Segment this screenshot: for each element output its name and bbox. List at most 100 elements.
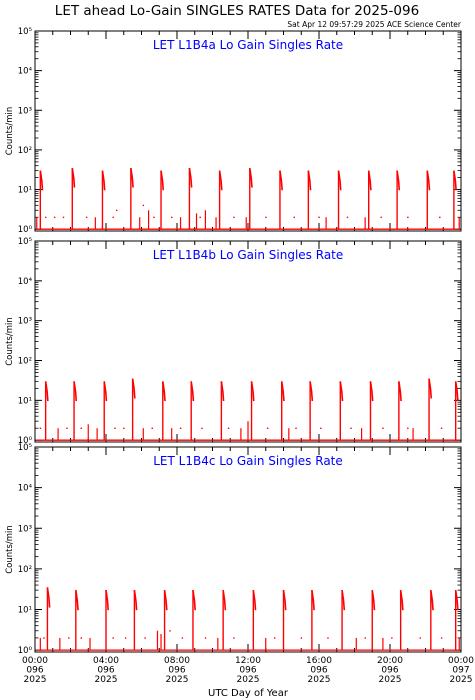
burst-decay (163, 590, 168, 611)
x-tick-label: 20:00 (377, 656, 403, 666)
scatter-point (112, 216, 114, 219)
burst-decay (453, 170, 457, 191)
scatter-point (419, 637, 421, 639)
burst-decay (426, 170, 431, 191)
burst-decay (162, 381, 166, 402)
burst-decay (369, 381, 374, 402)
y-tick-label: 10⁰ (18, 646, 33, 656)
y-tick-label: 10⁴ (18, 484, 33, 494)
x-tick-label: 096 (310, 666, 327, 676)
x-tick-label: 2025 (237, 675, 260, 685)
burst-decay (282, 590, 287, 611)
y-tick-label: 10⁰ (18, 436, 33, 446)
burst-decay (103, 381, 108, 402)
burst-decay (218, 170, 223, 191)
panel-title: LET L1B4a Lo Gain Singles Rate (153, 38, 343, 52)
data-series (36, 587, 460, 651)
chart-panels: 10⁰ 10¹ 10² 10³ 10⁴ 10⁵ Counts/min LET L1B4a Lo… (5, 27, 462, 656)
burst-decay (105, 590, 109, 611)
scatter-point (112, 637, 114, 639)
y-tick-label: 10³ (18, 106, 32, 116)
burst-decay (280, 381, 285, 402)
burst-decay (309, 381, 314, 402)
y-tick-label: 10⁵ (18, 237, 32, 247)
burst-decay (101, 170, 106, 191)
x-tick-label: 2025 (166, 675, 189, 685)
burst-decay (399, 590, 404, 611)
scatter-point (62, 216, 65, 219)
scatter-point (199, 216, 201, 219)
y-tick-label: 10¹ (18, 186, 32, 196)
x-tick-label: 096 (97, 666, 114, 676)
panel-title: LET L1B4c Lo Gain Singles Rate (153, 454, 343, 468)
burst-decay (279, 170, 283, 191)
scatter-point (142, 204, 145, 207)
scatter-point (201, 427, 203, 429)
scatter-point (440, 427, 443, 429)
scatter-point (45, 216, 47, 219)
scatter-point (440, 637, 443, 639)
scatter-point (85, 216, 88, 219)
x-tick-label: 096 (381, 666, 398, 676)
burst-decay (337, 170, 342, 191)
scatter-point (144, 637, 146, 639)
generation-timestamp: Sat Apr 12 09:57:29 2025 ACE Science Cen… (287, 20, 461, 29)
burst-decay (311, 590, 315, 611)
y-tick-label: 10¹ (18, 396, 32, 406)
panel-title: LET L1B4b Lo Gain Singles Rate (153, 248, 344, 262)
y-tick-label: 10¹ (18, 606, 32, 616)
x-tick-label: 04:00 (93, 656, 119, 666)
x-tick-label: 00:00 (22, 656, 48, 666)
burst-decay (396, 170, 401, 191)
scatter-point (114, 427, 116, 429)
y-axis-label: Counts/min (5, 317, 15, 366)
x-axis-label: UTC Day of Year (208, 688, 289, 699)
y-tick-label: 10² (18, 146, 32, 156)
scatter-point (151, 427, 153, 429)
burst-decay (398, 381, 402, 402)
burst-decay (39, 170, 44, 191)
y-tick-label: 10⁵ (18, 27, 32, 37)
burst-decay (367, 170, 372, 191)
burst-decay (307, 170, 312, 191)
scatter-point (266, 427, 269, 429)
burst-decay (192, 590, 196, 611)
y-tick-label: 10² (18, 565, 32, 575)
scatter-point (300, 637, 303, 639)
y-axis-label: Counts/min (5, 525, 15, 574)
burst-decay (248, 167, 253, 188)
y-tick-label: 10⁴ (18, 277, 33, 287)
x-tick-label: 096 (26, 666, 43, 676)
x-tick-label: 08:00 (164, 656, 190, 666)
burst-decay (71, 167, 76, 188)
y-tick-label: 10² (18, 357, 32, 367)
scatter-point (233, 216, 235, 219)
scatter-point (153, 216, 155, 219)
data-series (36, 378, 460, 441)
scatter-point (295, 427, 297, 429)
scatter-point (181, 637, 184, 639)
burst-decay (133, 590, 138, 611)
burst-decay (339, 381, 344, 402)
y-tick-label: 10³ (18, 317, 32, 327)
burst-decay (428, 378, 433, 399)
x-tick-label: 16:00 (306, 656, 332, 666)
scatter-point (123, 427, 125, 429)
data-series (36, 167, 460, 230)
y-tick-label: 10⁴ (18, 67, 33, 77)
y-tick-label: 10⁵ (18, 443, 32, 453)
figure-title: LET ahead Lo-Gain SINGLES RATES Data for… (55, 3, 419, 19)
scatter-point (68, 637, 70, 639)
burst-decay (371, 590, 376, 611)
burst-decay (44, 381, 49, 402)
scatter-point (364, 637, 366, 639)
scatter-point (407, 216, 409, 219)
burst-decay (188, 167, 193, 188)
plot-frame (34, 446, 462, 653)
burst-decay (220, 381, 225, 402)
x-tick-label: 2025 (95, 675, 118, 685)
y-tick-label: 10³ (18, 524, 32, 534)
scatter-point (80, 427, 82, 429)
x-tick-label: 2025 (379, 675, 402, 685)
scatter-point (439, 216, 441, 219)
